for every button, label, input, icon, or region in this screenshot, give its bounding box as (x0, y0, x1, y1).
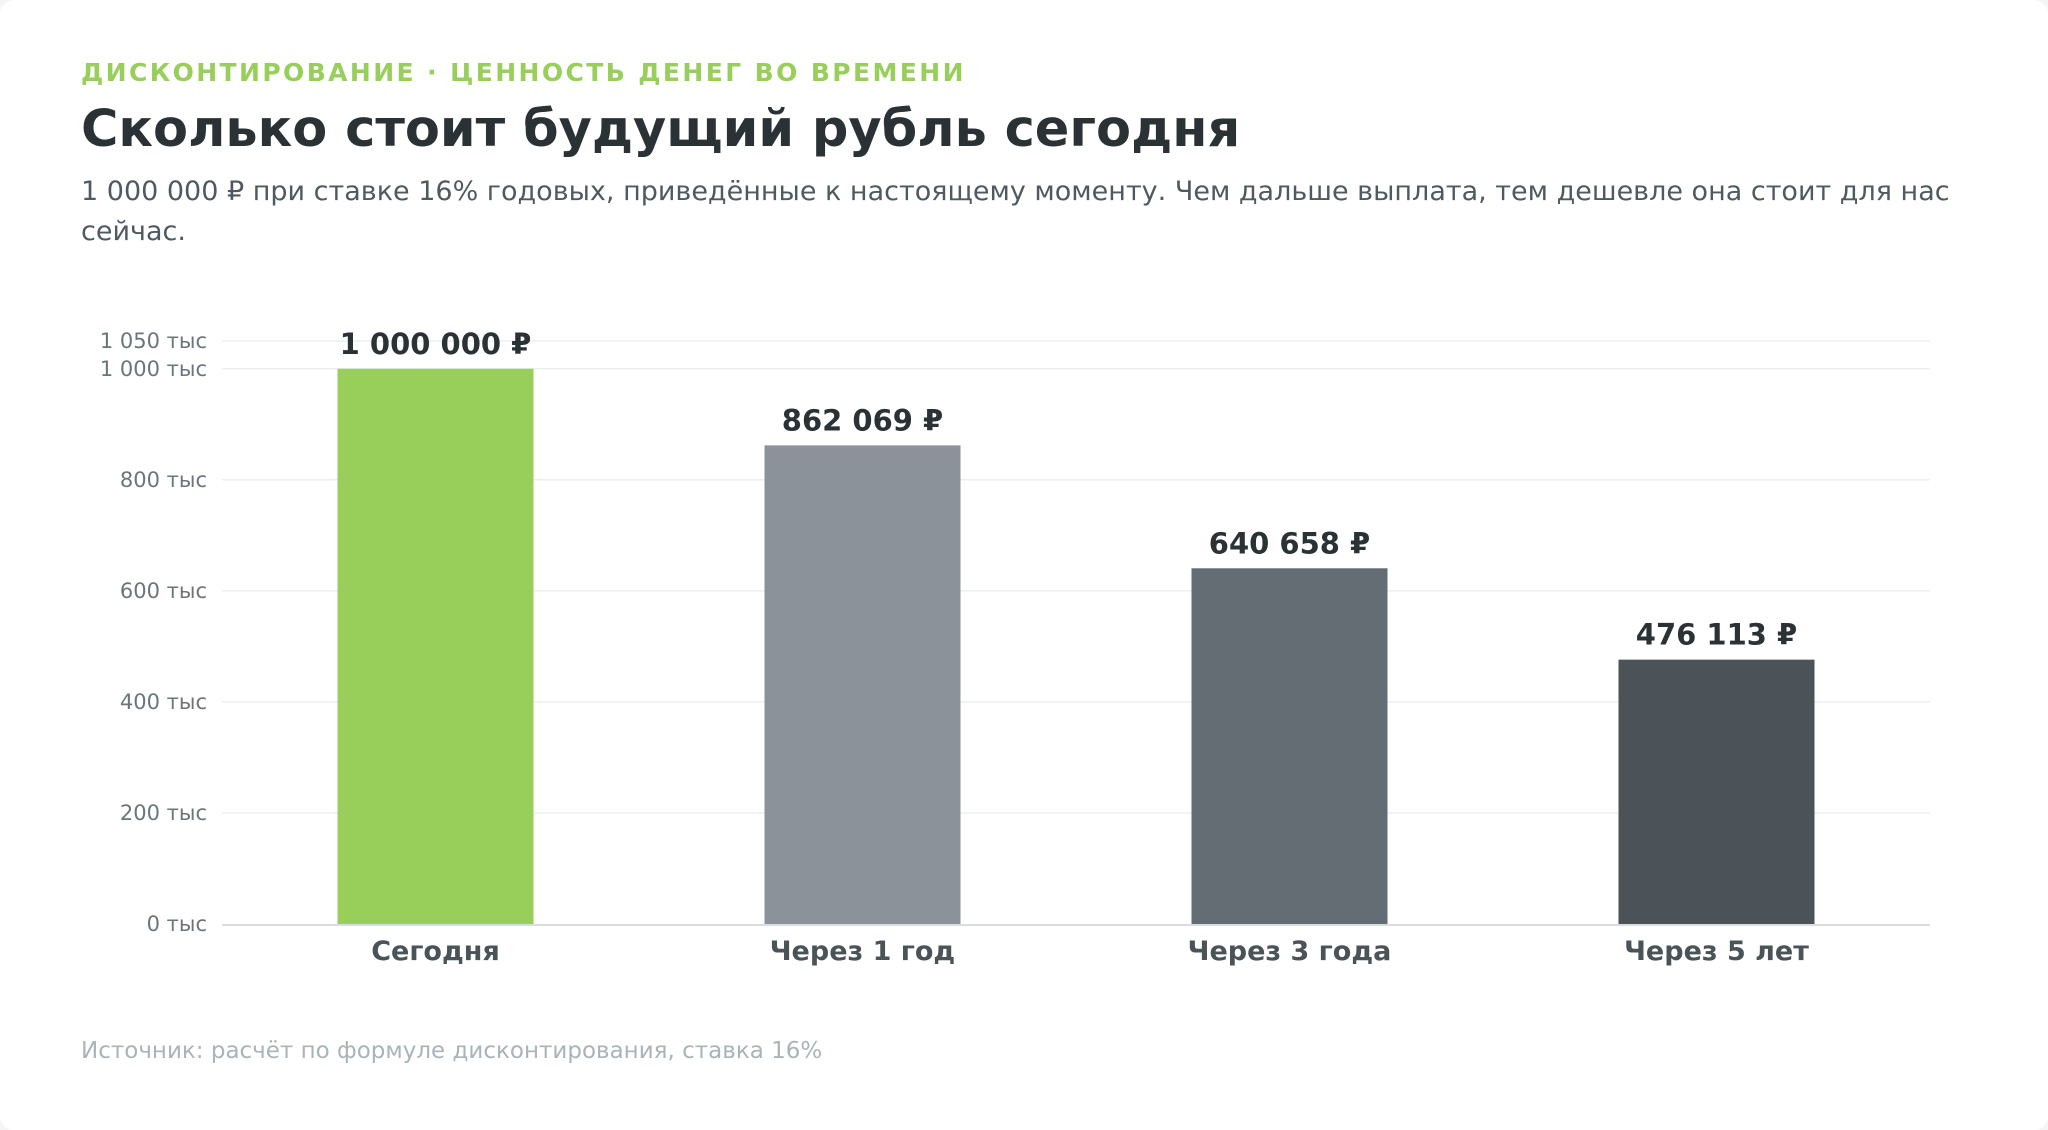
bar (1191, 568, 1388, 924)
bar (1618, 659, 1815, 924)
bars (337, 368, 1815, 924)
y-tick-label: 800 тыс (120, 468, 207, 492)
chart-subtitle: 1 000 000 ₽ при ставке 16% годовых, прив… (81, 176, 1950, 247)
bar (764, 445, 961, 924)
y-tick-label: 1 050 тыс (100, 329, 207, 353)
y-tick-label: 1 000 тыс (100, 357, 207, 381)
value-labels: 1 000 000 ₽ 862 069 ₽ 640 658 ₽ 476 113 ₽ (340, 327, 1798, 652)
bar-value-label: 1 000 000 ₽ (340, 327, 532, 361)
bar-value-label: 640 658 ₽ (1209, 526, 1370, 560)
bar (337, 368, 534, 924)
y-tick-label: 400 тыс (120, 690, 207, 714)
category-label: Через 1 год (770, 936, 956, 967)
category-label: Через 5 лет (1624, 936, 1809, 967)
category-label: Через 3 года (1188, 936, 1392, 967)
eyebrow-label: ДИСКОНТИРОВАНИЕ · ЦЕННОСТЬ ДЕНЕГ ВО ВРЕМ… (81, 58, 966, 87)
y-tick-label: 600 тыс (120, 579, 207, 603)
y-tick-label: 200 тыс (120, 801, 207, 825)
chart-title: Сколько стоит будущий рубль сегодня (81, 100, 1241, 159)
source-note: Источник: расчёт по формуле дисконтирова… (81, 1038, 823, 1064)
category-labels: Сегодня Через 1 год Через 3 года Через 5 ле… (371, 936, 1809, 967)
bar-value-label: 476 113 ₽ (1636, 618, 1797, 652)
bar-value-label: 862 069 ₽ (782, 403, 943, 437)
y-tick-label: 0 тыс (147, 912, 207, 936)
category-label: Сегодня (371, 936, 500, 967)
y-tick-labels: 0 тыс 200 тыс 400 тыс 600 тыс 800 тыс 1 000 т… (100, 329, 207, 936)
